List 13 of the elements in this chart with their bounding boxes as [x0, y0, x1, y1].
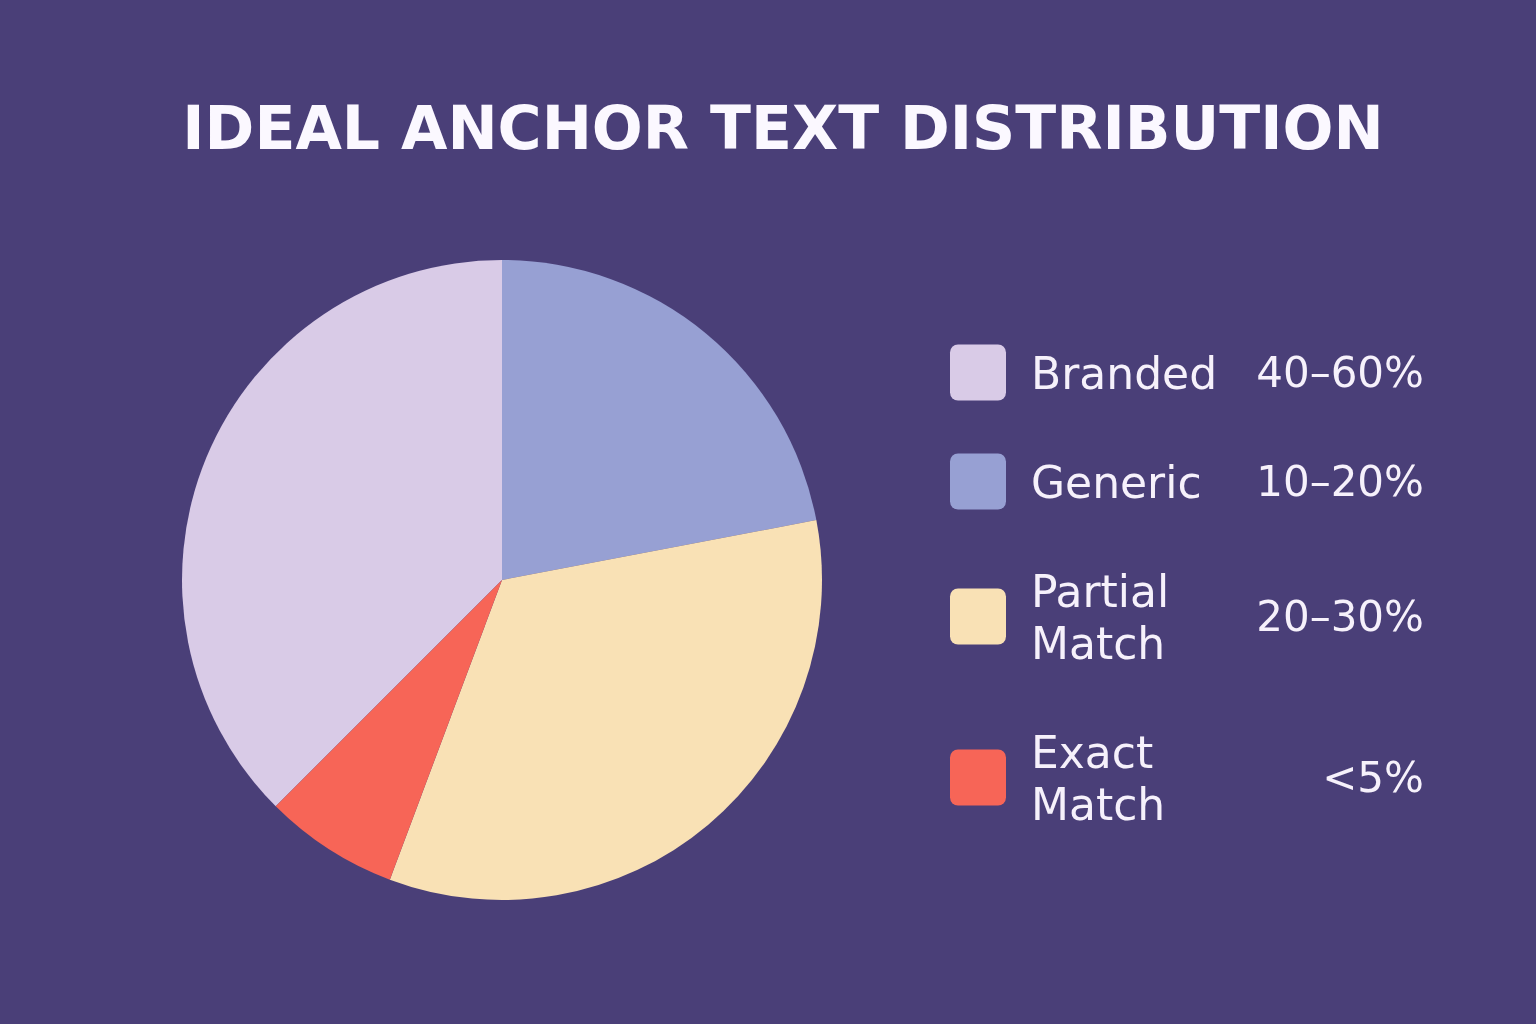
- legend-label: Branded: [1031, 347, 1218, 398]
- text: <5%: [1322, 753, 1424, 802]
- text: 20–30%: [1256, 592, 1424, 641]
- chart-title: IDEAL ANCHOR TEXT DISTRIBUTION: [182, 93, 1384, 163]
- legend-label: Partial Match: [1031, 565, 1170, 668]
- legend-label: Exact Match: [1031, 726, 1166, 829]
- pie-slice: [389, 520, 822, 900]
- pie-slice: [275, 580, 502, 880]
- text: 40–60%: [1256, 348, 1424, 397]
- text: 10–20%: [1256, 457, 1424, 506]
- legend-label: Generic: [1031, 456, 1202, 507]
- pie-slice: [182, 260, 502, 807]
- pie-slice: [502, 260, 817, 580]
